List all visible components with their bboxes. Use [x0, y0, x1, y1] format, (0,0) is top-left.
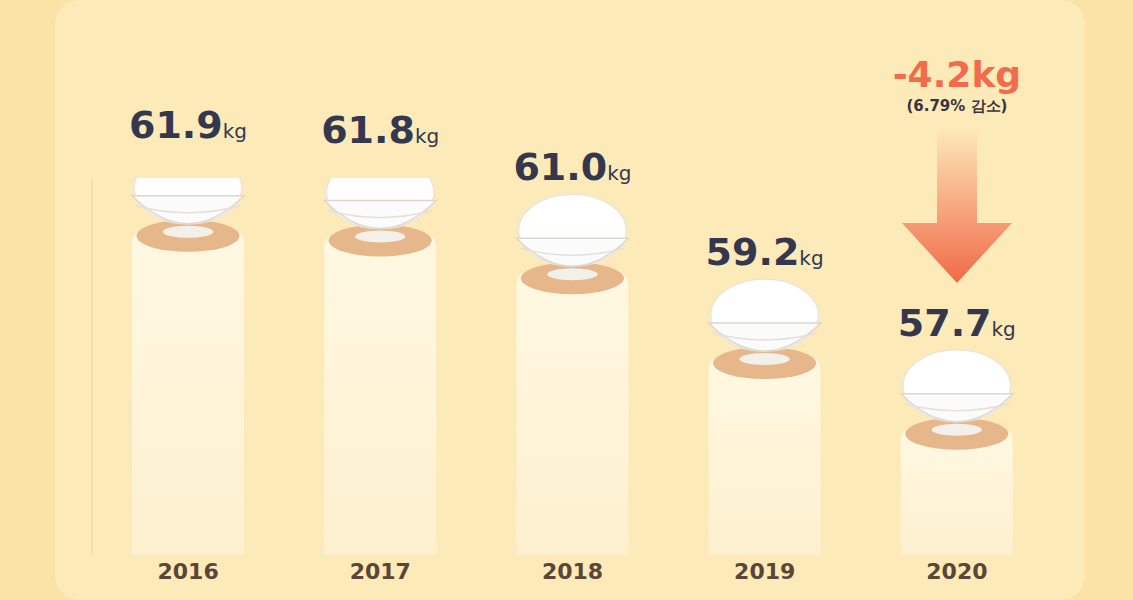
svg-text:61.8kg: 61.8kg: [321, 108, 439, 152]
svg-text:59.2kg: 59.2kg: [706, 230, 824, 274]
svg-text:2017: 2017: [350, 559, 411, 584]
svg-text:2020: 2020: [926, 559, 987, 584]
svg-text:2016: 2016: [157, 559, 218, 584]
svg-text:61.9kg: 61.9kg: [129, 103, 247, 147]
html-text:(6.79% 감소): (6.79% 감소): [906, 97, 1008, 115]
svg-text:61.0kg: 61.0kg: [513, 145, 631, 189]
svg-text:2019: 2019: [734, 559, 795, 584]
svg-text:2018: 2018: [542, 559, 603, 584]
html-text:-4.2kg: -4.2kg: [892, 54, 1022, 95]
svg-text:57.7kg: 57.7kg: [898, 301, 1016, 345]
